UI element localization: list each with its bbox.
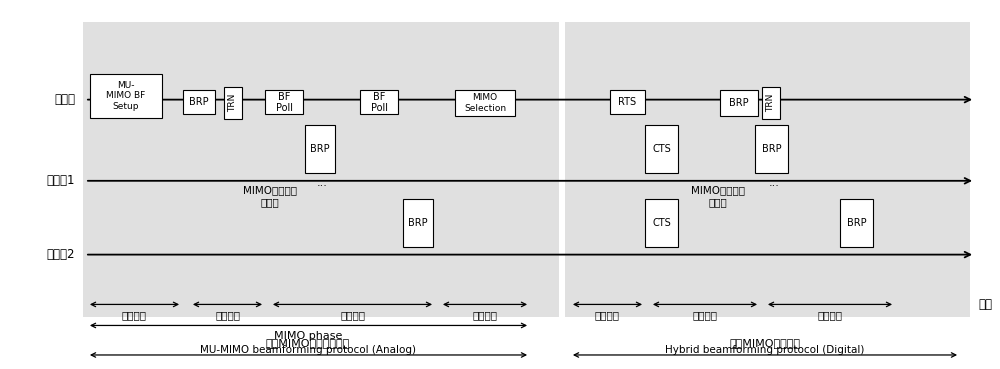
- Text: 反馈阶段: 反馈阶段: [340, 310, 365, 321]
- Text: ...: ...: [769, 178, 779, 189]
- Text: BRP: BRP: [762, 144, 781, 155]
- Text: MIMO波束成形
反馈帧: MIMO波束成形 反馈帧: [243, 186, 297, 207]
- Bar: [455, 90, 515, 116]
- Bar: [645, 199, 678, 247]
- Text: BRP: BRP: [189, 97, 209, 107]
- Text: ...: ...: [317, 178, 327, 189]
- Bar: [265, 90, 303, 114]
- Bar: [610, 90, 645, 114]
- Text: 数字MIMO波束成形: 数字MIMO波束成形: [730, 338, 800, 348]
- Bar: [840, 199, 873, 247]
- Bar: [720, 90, 758, 116]
- Text: BRP: BRP: [729, 98, 749, 108]
- Text: TRN: TRN: [228, 94, 238, 112]
- Bar: [755, 125, 788, 173]
- Text: Hybrid beamforming protocol (Digital): Hybrid beamforming protocol (Digital): [665, 345, 865, 355]
- Bar: [360, 90, 398, 114]
- Bar: [565, 22, 970, 317]
- Text: 响应方1: 响应方1: [46, 174, 75, 187]
- Text: MIMO phase: MIMO phase: [274, 331, 343, 341]
- Bar: [645, 125, 678, 173]
- Text: 模拟MIMO波束成形协议: 模拟MIMO波束成形协议: [266, 338, 350, 348]
- Text: 设置阶段: 设置阶段: [122, 310, 147, 321]
- Bar: [83, 22, 559, 317]
- Text: MU-MIMO beamforming protocol (Analog): MU-MIMO beamforming protocol (Analog): [200, 345, 416, 355]
- Text: MIMO波束成形
反馈帧: MIMO波束成形 反馈帧: [691, 186, 745, 207]
- Text: 反馈阶段: 反馈阶段: [818, 310, 843, 321]
- Bar: [183, 90, 215, 114]
- Text: BF
Poll: BF Poll: [370, 92, 388, 113]
- Text: 发起方: 发起方: [54, 93, 75, 106]
- Bar: [305, 125, 335, 173]
- Text: MIMO
Selection: MIMO Selection: [464, 93, 506, 113]
- Text: 测量阶段: 测量阶段: [693, 310, 718, 321]
- Text: BF
Poll: BF Poll: [276, 92, 293, 113]
- Text: 响应方2: 响应方2: [46, 248, 75, 261]
- Text: MU-
MIMO BF
Setup: MU- MIMO BF Setup: [106, 81, 146, 111]
- Bar: [224, 87, 242, 119]
- Text: 时间: 时间: [978, 298, 992, 311]
- Text: CTS: CTS: [652, 144, 671, 155]
- Bar: [90, 74, 162, 118]
- Text: 声明阶段: 声明阶段: [595, 310, 620, 321]
- Text: 决策阶段: 决策阶段: [473, 310, 498, 321]
- Text: BRP: BRP: [847, 218, 866, 228]
- Text: BRP: BRP: [310, 144, 330, 155]
- Text: RTS: RTS: [618, 97, 637, 107]
- Text: BRP: BRP: [408, 218, 428, 228]
- Bar: [403, 199, 433, 247]
- Text: TRN: TRN: [767, 94, 776, 112]
- Bar: [762, 87, 780, 119]
- Text: CTS: CTS: [652, 218, 671, 228]
- Text: 训练阶段: 训练阶段: [215, 310, 240, 321]
